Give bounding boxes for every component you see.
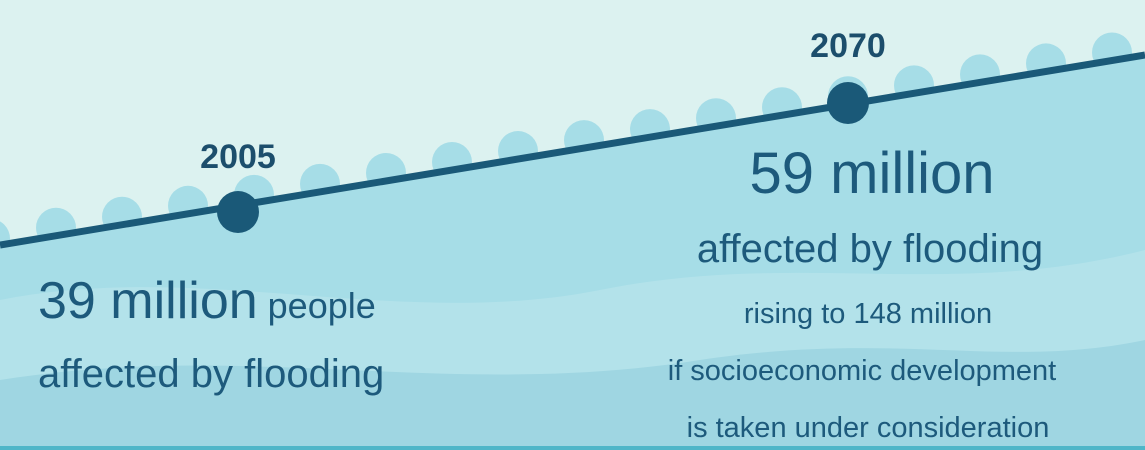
point-2070 xyxy=(827,82,869,124)
wave xyxy=(0,340,1145,450)
point-2005 xyxy=(217,191,259,233)
note-line: if socioeconomic development xyxy=(668,355,1056,387)
caption: affected by flooding xyxy=(697,227,1043,271)
amount: 39 million xyxy=(38,272,258,330)
note-line: is taken under consideration xyxy=(687,412,1050,444)
year-label: 2005 xyxy=(200,138,276,176)
caption: affected by flooding xyxy=(38,352,384,396)
amount-line: 39 million people xyxy=(38,272,376,330)
unit: people xyxy=(268,285,376,326)
amount: 59 million xyxy=(750,141,995,206)
trend-line xyxy=(0,51,1145,249)
note-line: rising to 148 million xyxy=(744,298,992,330)
bottom-edge xyxy=(0,446,1145,450)
year-label: 2070 xyxy=(810,27,886,65)
